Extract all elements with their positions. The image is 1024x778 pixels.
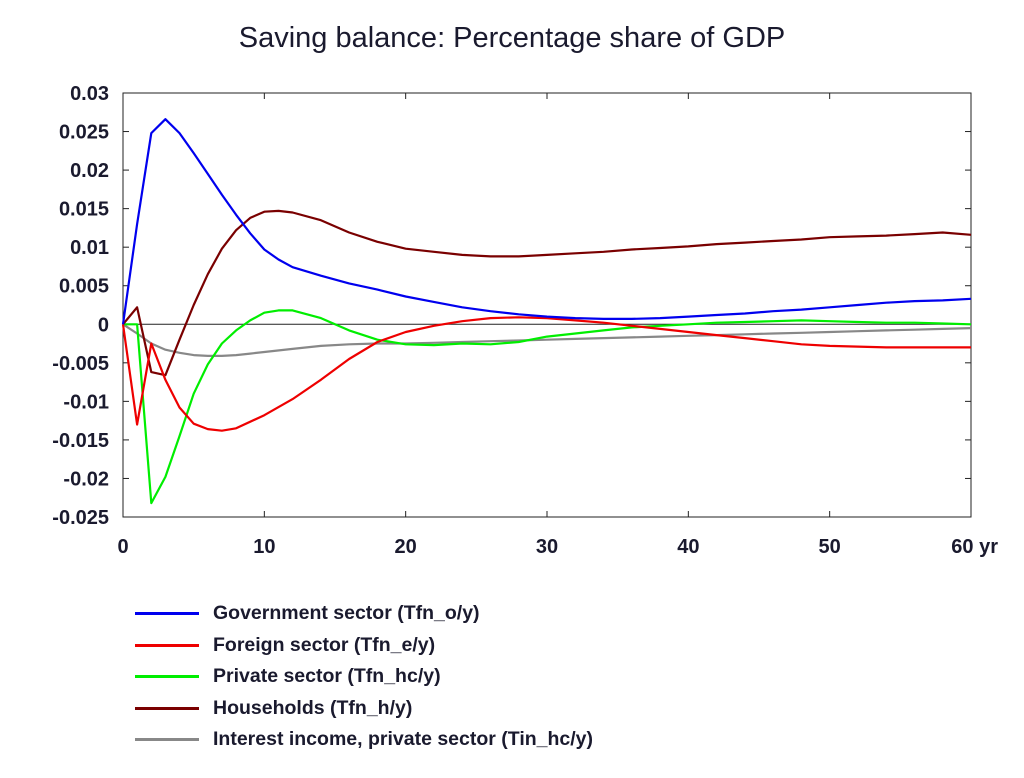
y-tick-label: 0.015 xyxy=(59,199,109,221)
legend-label: Interest income, private sector (Tin_hc/… xyxy=(213,728,594,751)
chart-title: Saving balance: Percentage share of GDP xyxy=(238,22,786,54)
x-tick-label: 40 xyxy=(677,536,699,558)
y-tick-label: -0.025 xyxy=(52,507,109,529)
series-layer xyxy=(121,118,972,505)
legend-swatch xyxy=(135,675,199,679)
legend-swatch xyxy=(135,612,199,616)
legend-item: Interest income, private sector (Tin_hc/… xyxy=(135,724,593,756)
legend-label: Government sector (Tfn_o/y) xyxy=(213,602,480,625)
series-line-1 xyxy=(121,316,971,432)
y-tick-label: 0.005 xyxy=(59,276,109,298)
legend-label: Foreign sector (Tfn_e/y) xyxy=(213,633,436,656)
legend-label: Households (Tfn_h/y) xyxy=(213,696,413,719)
x-tick-label: 30 xyxy=(536,536,558,558)
legend-item: Households (Tfn_h/y) xyxy=(135,693,593,725)
series-line-3 xyxy=(122,209,972,377)
legend-item: Foreign sector (Tfn_e/y) xyxy=(135,630,593,662)
x-tick-label: 60 yr xyxy=(951,536,998,558)
legend-label: Private sector (Tfn_hc/y) xyxy=(213,665,441,688)
legend-item: Private sector (Tfn_hc/y) xyxy=(135,661,593,693)
legend: Government sector (Tfn_o/y) Foreign secto… xyxy=(135,598,593,756)
x-axis: 0 10 20 30 40 50 60 yr xyxy=(117,93,998,558)
plot-frame xyxy=(122,92,972,518)
y-tick-label: 0.02 xyxy=(70,160,109,182)
y-tick-label: 0.025 xyxy=(59,122,109,144)
y-tick-label: -0.02 xyxy=(63,468,109,490)
y-tick-label: -0.015 xyxy=(52,430,109,452)
y-tick-label: -0.005 xyxy=(52,353,109,375)
y-axis: 0.03 0.025 0.02 0.015 0.01 0.005 0 -0.005 -0.01 -… xyxy=(52,83,971,529)
x-tick-label: 10 xyxy=(253,536,275,558)
legend-item: Government sector (Tfn_o/y) xyxy=(135,598,593,630)
series-line-2 xyxy=(123,309,972,505)
x-tick-label: 0 xyxy=(117,536,128,558)
legend-swatch xyxy=(135,738,199,742)
y-tick-label: -0.01 xyxy=(63,391,109,413)
legend-swatch xyxy=(135,706,199,710)
x-tick-label: 50 xyxy=(819,536,841,558)
series-line-4 xyxy=(122,323,972,357)
y-tick-label: 0.03 xyxy=(70,83,109,105)
legend-swatch xyxy=(135,643,199,647)
y-tick-label: 0.01 xyxy=(70,237,109,259)
y-tick-label: 0 xyxy=(98,314,109,336)
x-tick-label: 20 xyxy=(395,536,417,558)
series-line-0 xyxy=(121,118,972,325)
